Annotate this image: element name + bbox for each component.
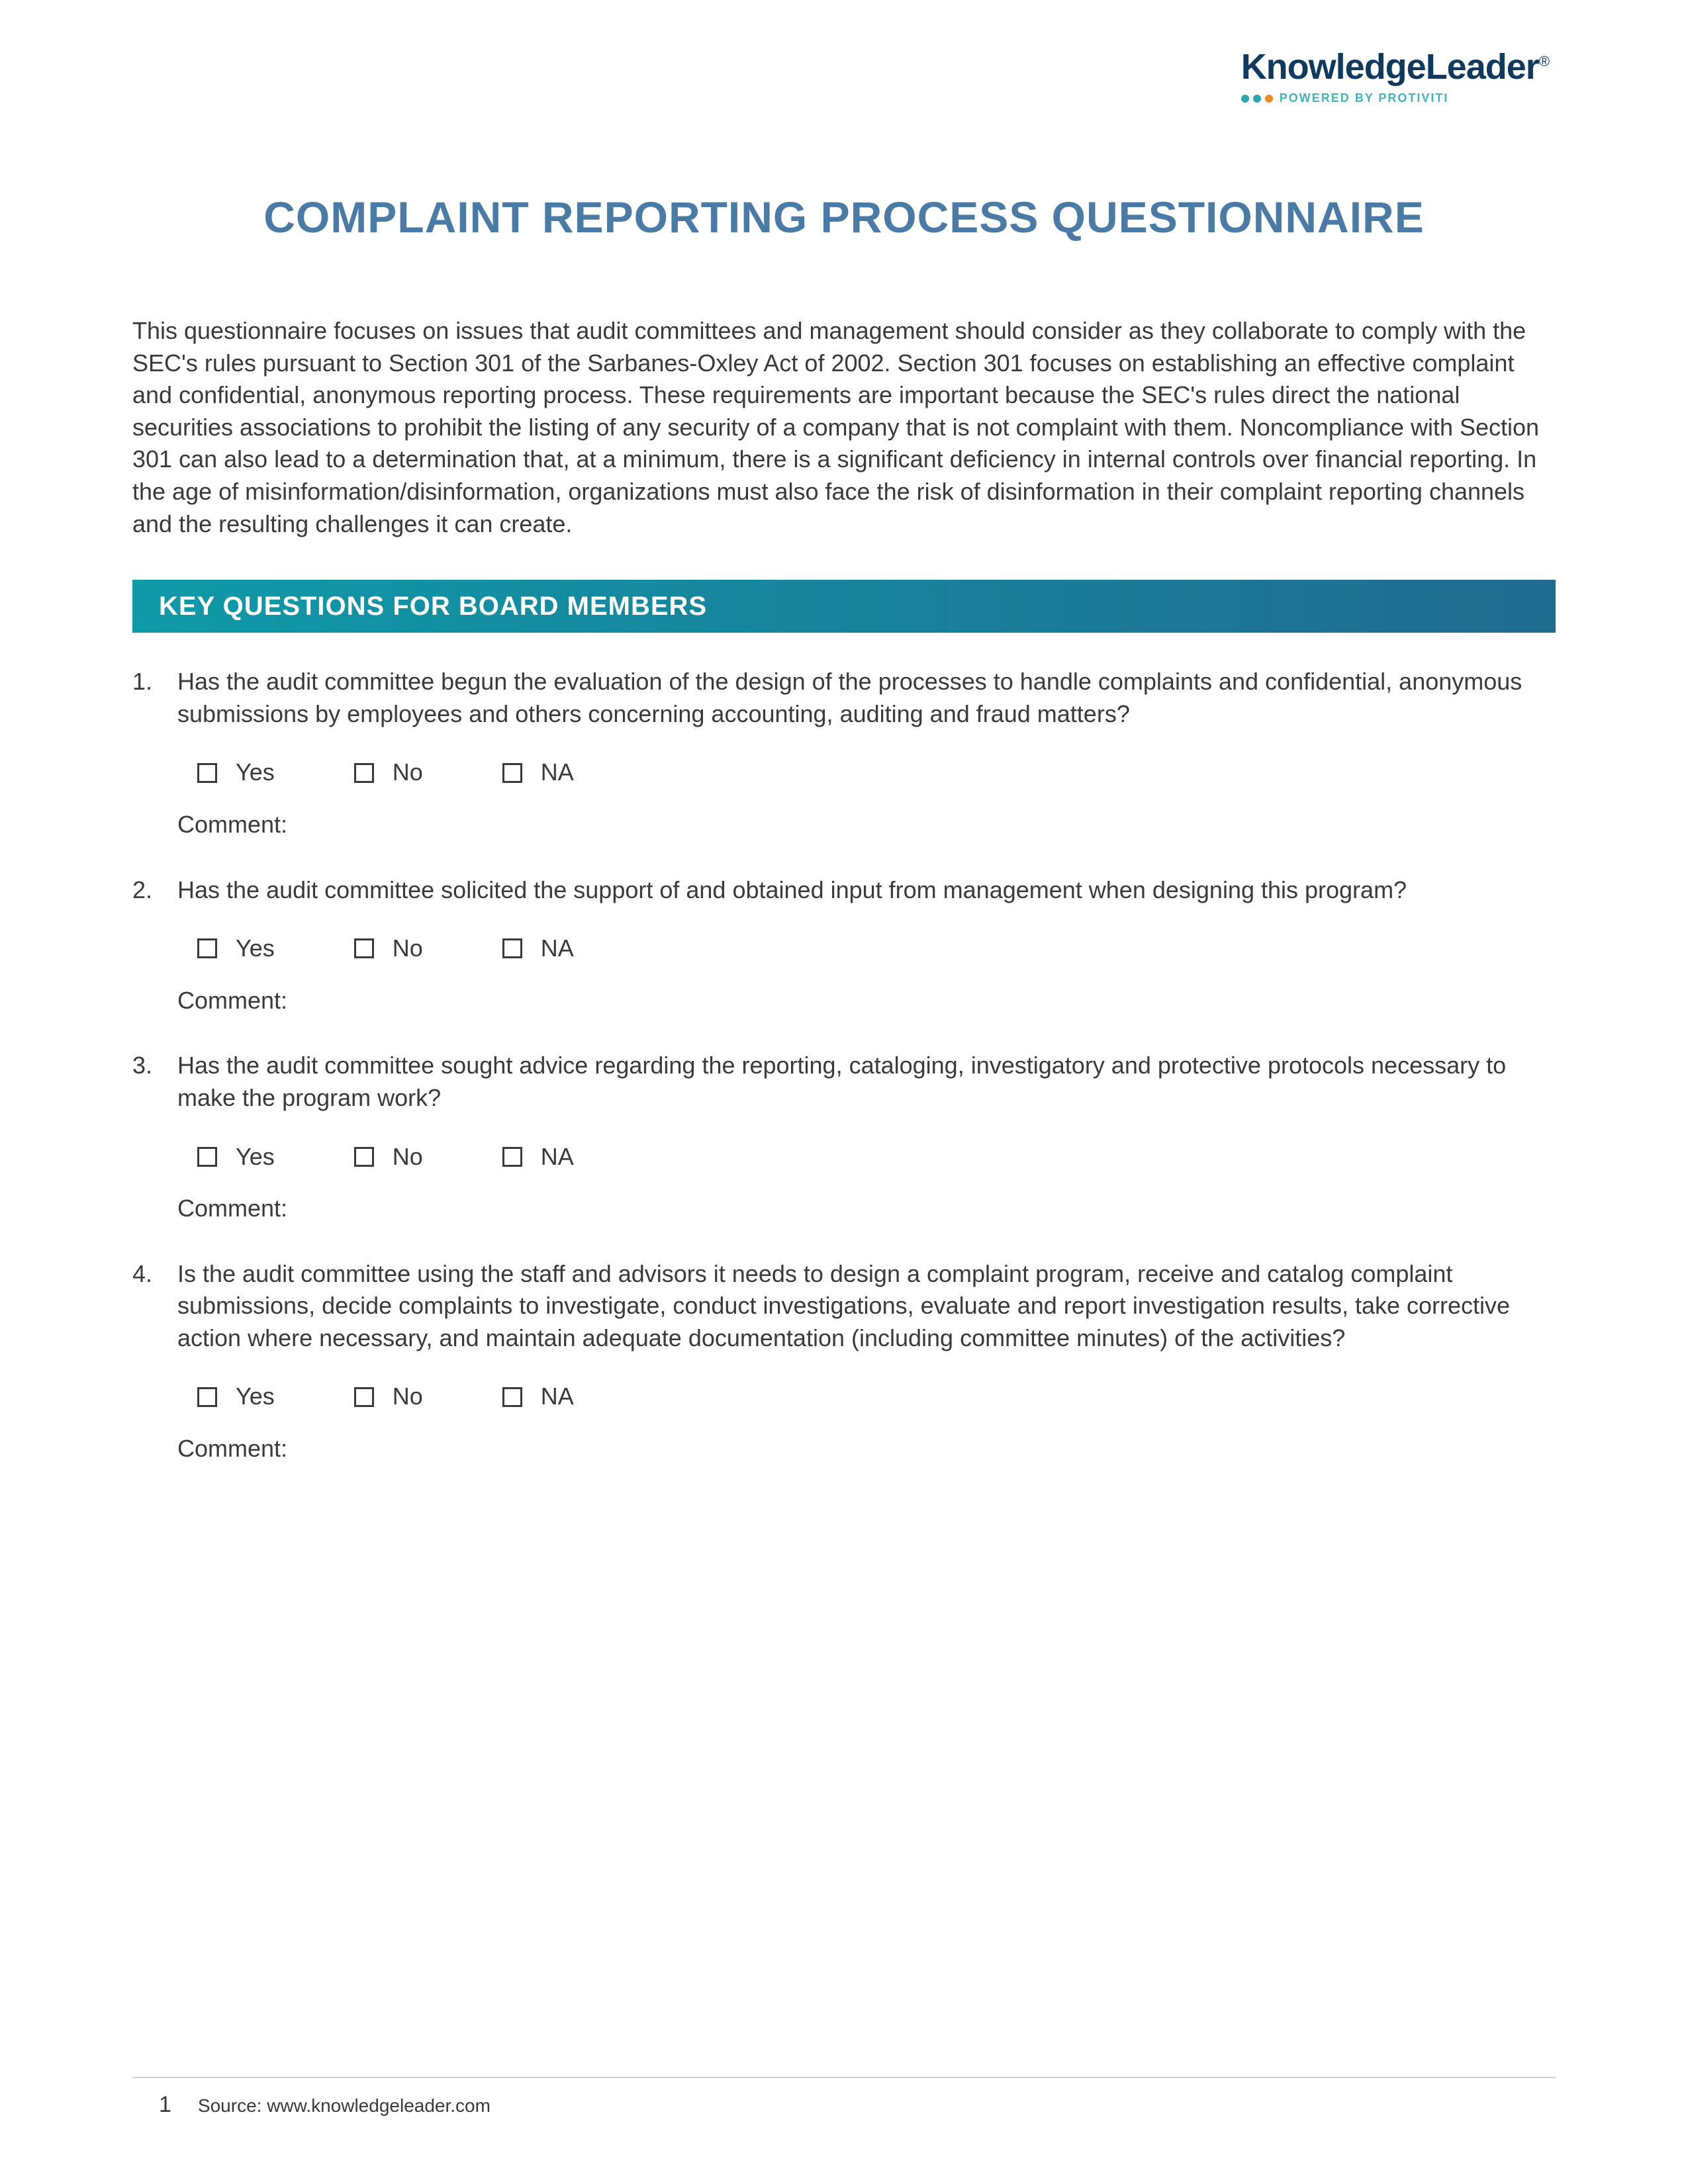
comment-label: Comment: [177, 809, 1556, 841]
option-label: No [393, 1381, 423, 1413]
question-number: 1. [132, 666, 165, 847]
question-text: Has the audit committee solicited the su… [177, 874, 1556, 907]
question-options: Yes No NA [197, 933, 1556, 965]
question-item: 2. Has the audit committee solicited the … [132, 874, 1556, 1024]
registered-icon: ® [1539, 53, 1549, 69]
question-body: Has the audit committee sought advice re… [177, 1050, 1556, 1231]
checkbox-icon[interactable] [502, 763, 522, 783]
option-no[interactable]: No [354, 933, 423, 965]
question-number: 2. [132, 874, 165, 1024]
dot-icon [1265, 95, 1273, 103]
checkbox-icon[interactable] [197, 763, 217, 783]
option-yes[interactable]: Yes [197, 756, 275, 789]
question-options: Yes No NA [197, 756, 1556, 789]
page-title: COMPLAINT REPORTING PROCESS QUESTIONNAIR… [132, 192, 1556, 242]
option-label: NA [541, 933, 574, 965]
question-number: 4. [132, 1258, 165, 1472]
checkbox-icon[interactable] [354, 1147, 374, 1167]
question-number: 3. [132, 1050, 165, 1231]
checkbox-icon[interactable] [354, 1387, 374, 1407]
question-options: Yes No NA [197, 1381, 1556, 1413]
option-label: No [393, 1141, 423, 1173]
question-options: Yes No NA [197, 1141, 1556, 1173]
dot-icon [1253, 95, 1261, 103]
question-body: Has the audit committee begun the evalua… [177, 666, 1556, 847]
option-label: Yes [236, 933, 275, 965]
logo-wordmark: KnowledgeLeader® [1241, 46, 1549, 87]
question-body: Has the audit committee solicited the su… [177, 874, 1556, 1024]
comment-label: Comment: [177, 1433, 1556, 1465]
option-na[interactable]: NA [502, 756, 574, 789]
question-text: Is the audit committee using the staff a… [177, 1258, 1556, 1355]
checkbox-icon[interactable] [354, 763, 374, 783]
option-no[interactable]: No [354, 1141, 423, 1173]
section-header: KEY QUESTIONS FOR BOARD MEMBERS [132, 580, 1556, 633]
checkbox-icon[interactable] [502, 1387, 522, 1407]
option-na[interactable]: NA [502, 1381, 574, 1413]
page-footer: 1 Source: www.knowledgeleader.com [159, 2092, 491, 2118]
page-number: 1 [159, 2092, 171, 2118]
checkbox-icon[interactable] [502, 938, 522, 958]
option-na[interactable]: NA [502, 1141, 574, 1173]
question-item: 1.Has the audit committee begun the eval… [132, 666, 1556, 847]
option-label: NA [541, 1141, 574, 1173]
option-label: NA [541, 756, 574, 789]
document-page: KnowledgeLeader® POWERED BY PROTIVITI CO… [0, 0, 1688, 2184]
option-label: NA [541, 1381, 574, 1413]
question-item: 4.Is the audit committee using the staff… [132, 1258, 1556, 1472]
dot-icon [1241, 95, 1249, 103]
option-label: No [393, 933, 423, 965]
checkbox-icon[interactable] [197, 938, 217, 958]
logo-dots [1241, 95, 1273, 103]
logo-name: KnowledgeLeader [1241, 47, 1539, 87]
section-header-text: KEY QUESTIONS FOR BOARD MEMBERS [159, 592, 707, 621]
question-text: Has the audit committee sought advice re… [177, 1050, 1556, 1114]
option-yes[interactable]: Yes [197, 1141, 275, 1173]
question-text: Has the audit committee begun the evalua… [177, 666, 1556, 730]
checkbox-icon[interactable] [197, 1387, 217, 1407]
footer-rule [132, 2077, 1556, 2078]
question-item: 3.Has the audit committee sought advice … [132, 1050, 1556, 1231]
option-yes[interactable]: Yes [197, 933, 275, 965]
brand-logo: KnowledgeLeader® POWERED BY PROTIVITI [1241, 46, 1549, 105]
option-label: No [393, 756, 423, 789]
option-no[interactable]: No [354, 1381, 423, 1413]
comment-label: Comment: [177, 1193, 1556, 1225]
option-no[interactable]: No [354, 756, 423, 789]
comment-label: Comment: [177, 985, 1556, 1017]
logo-subline: POWERED BY PROTIVITI [1241, 91, 1549, 105]
option-label: Yes [236, 1141, 275, 1173]
footer-source: Source: www.knowledgeleader.com [198, 2095, 491, 2116]
questions-list: 1.Has the audit committee begun the eval… [132, 666, 1556, 1472]
option-label: Yes [236, 1381, 275, 1413]
question-body: Is the audit committee using the staff a… [177, 1258, 1556, 1472]
checkbox-icon[interactable] [197, 1147, 217, 1167]
checkbox-icon[interactable] [502, 1147, 522, 1167]
option-yes[interactable]: Yes [197, 1381, 275, 1413]
option-na[interactable]: NA [502, 933, 574, 965]
checkbox-icon[interactable] [354, 938, 374, 958]
intro-paragraph: This questionnaire focuses on issues tha… [132, 315, 1556, 540]
option-label: Yes [236, 756, 275, 789]
logo-tagline: POWERED BY PROTIVITI [1280, 91, 1449, 105]
